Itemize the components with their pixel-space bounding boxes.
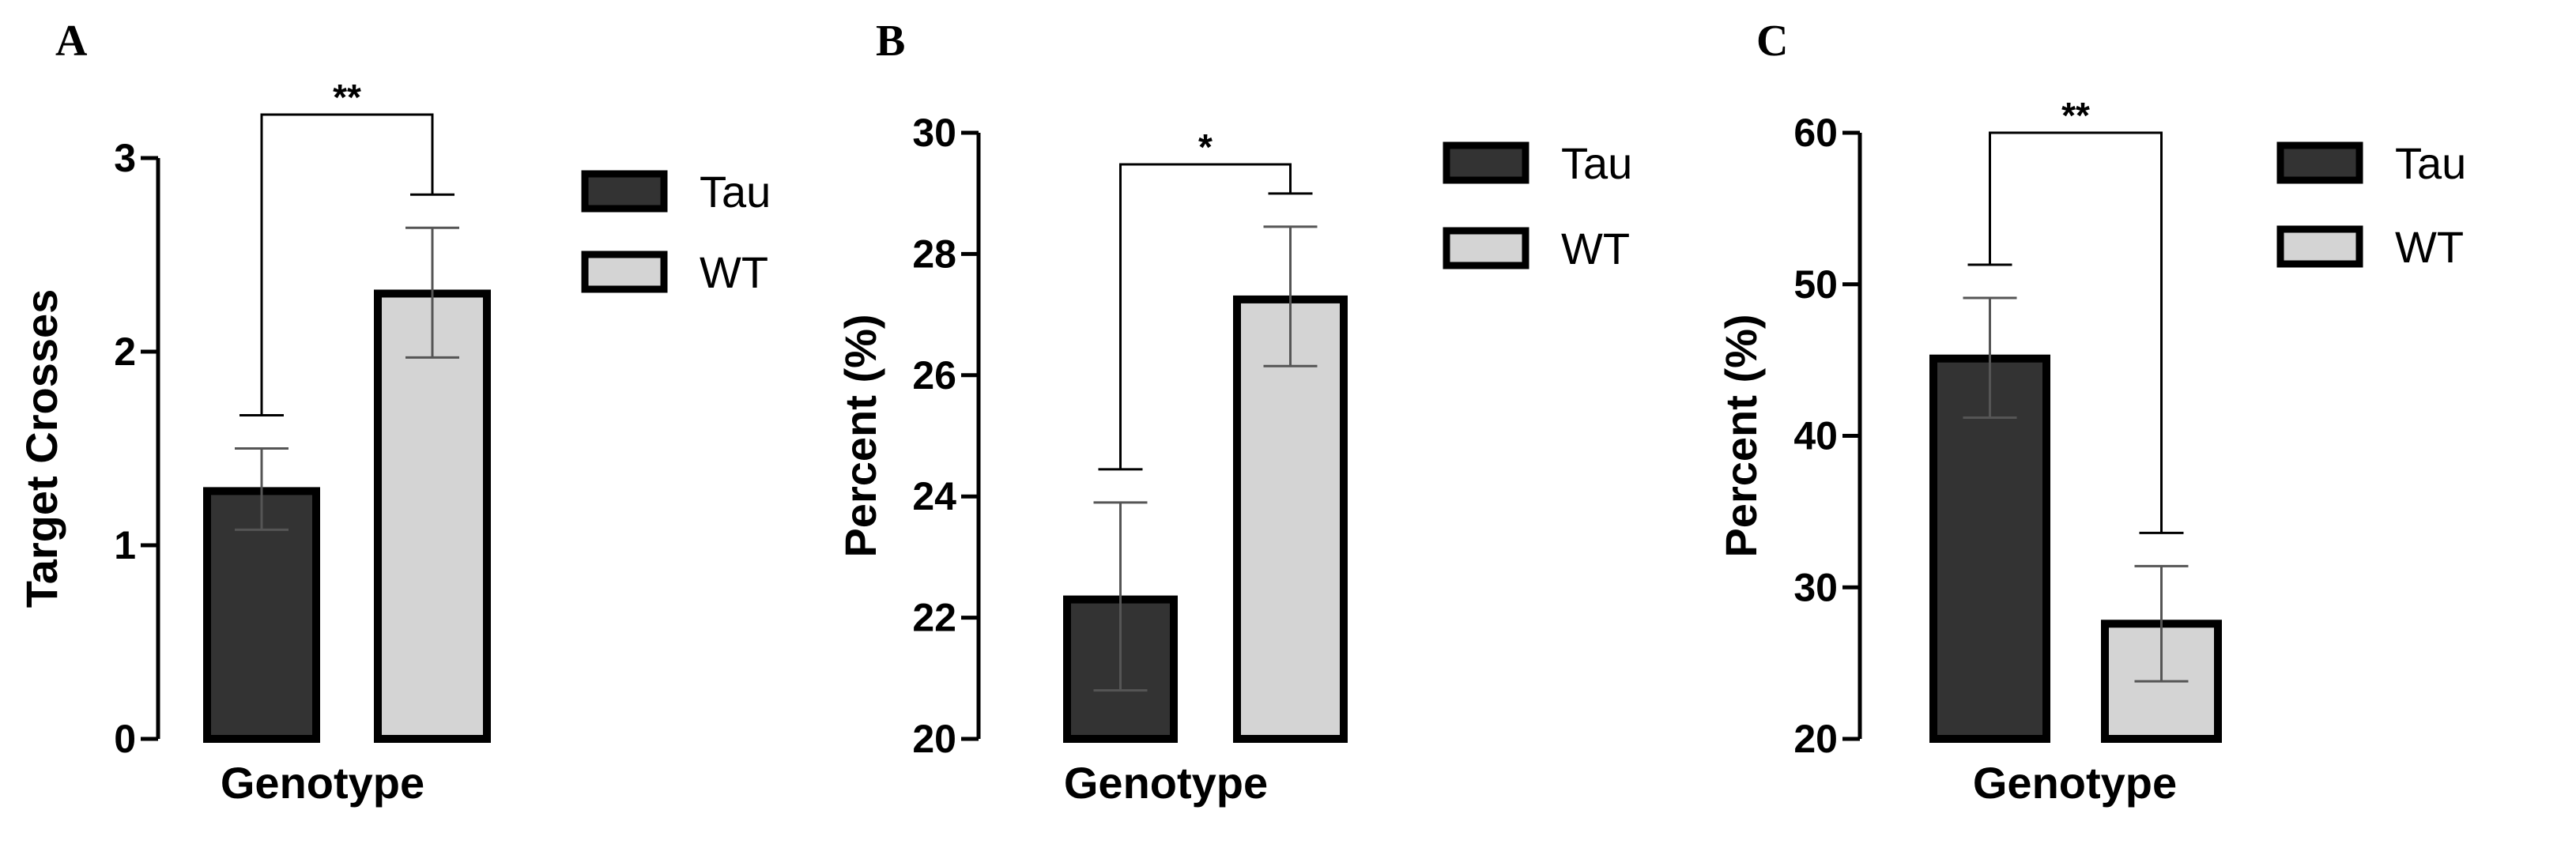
y-axis-label: Percent (%) [1716,314,1766,557]
panel-letter: B [876,17,905,66]
x-axis-label: Genotype [1064,758,1268,808]
legend-swatch-tau [2276,141,2363,184]
significance-label: * [1198,126,1213,168]
y-tick-label: 3 [114,136,136,180]
bar-wt [374,289,491,743]
legend-swatch-wt [581,251,668,293]
y-tick-label: 26 [912,353,956,397]
y-tick-label: 30 [1793,565,1838,609]
legend-swatch-tau [581,170,668,213]
significance-label: ** [333,77,361,118]
y-tick-label: 0 [114,717,136,761]
legend-swatch-tau [1443,141,1529,184]
panel-b: B 20 22 24 26 28 30 Percent (%) * Genotype Tau WT [835,17,1632,808]
significance-bracket [1119,163,1292,469]
legend-label: Tau [1561,138,1632,188]
y-tick-label: 20 [912,717,956,761]
y-tick-label: 1 [114,523,136,567]
y-tick-label: 20 [1793,717,1838,761]
y-tick-label: 60 [1793,111,1838,155]
x-axis-label: Genotype [221,758,424,808]
y-axis-label: Target Crosses [17,289,66,608]
legend-label: WT [2395,222,2464,272]
legend-label: Tau [2395,138,2466,188]
y-tick-label: 2 [114,330,136,374]
y-axis-label: Percent (%) [835,314,885,557]
significance-bracket [1989,131,2163,533]
y-tick-label: 50 [1793,262,1838,307]
legend-swatch-wt [2276,225,2363,268]
y-tick-label: 30 [912,111,956,155]
panel-c: C 20 30 40 50 60 Percent (%) ** Genotype Tau WT [1716,17,2466,808]
y-tick-label: 24 [912,474,956,518]
legend-swatch-wt [1443,227,1529,269]
legend-label: Tau [700,167,771,217]
significance-label: ** [2061,95,2090,136]
y-tick-label: 40 [1793,414,1838,458]
y-tick-label: 22 [912,596,956,640]
x-axis-label: Genotype [1973,758,2177,808]
panel-letter: A [55,17,88,66]
legend-label: WT [700,247,768,297]
panel-letter: C [1756,17,1788,66]
bar-tau [1929,354,2050,743]
panel-a: A 0 1 2 3 Target Crosses ** Genotype Tau WT [17,17,771,808]
significance-bracket [260,113,434,416]
legend-label: WT [1561,224,1630,273]
y-tick-label: 28 [912,232,956,276]
